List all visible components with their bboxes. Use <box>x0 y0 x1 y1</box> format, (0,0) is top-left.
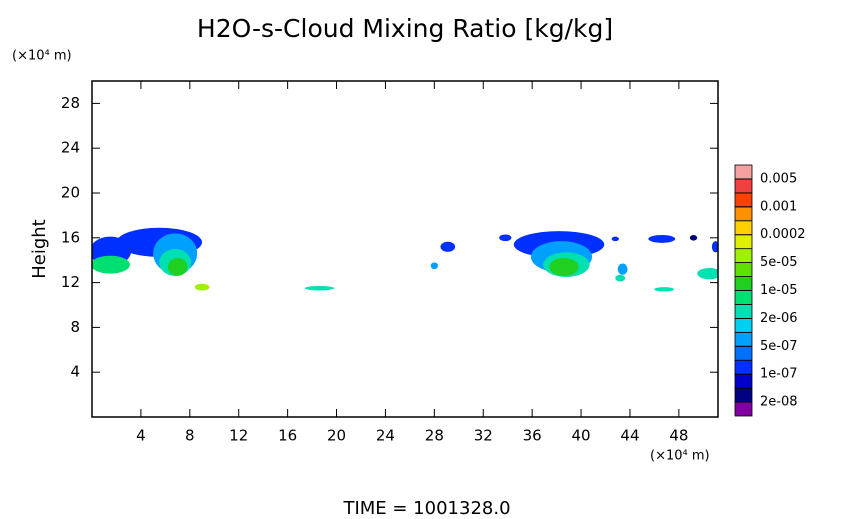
y-tick-label: 28 <box>61 94 80 112</box>
cloud-patch <box>499 234 512 242</box>
colorbar-label: 1e-05 <box>760 283 798 298</box>
cloud-patch <box>689 235 698 241</box>
cloud-patch <box>430 262 439 270</box>
colorbar-box <box>734 387 753 403</box>
colorbar-label: 5e-07 <box>760 339 798 354</box>
colorbar-box <box>734 317 753 333</box>
cloud-patch <box>648 235 676 243</box>
colorbar-box <box>734 248 753 264</box>
colorbar-box <box>734 331 753 347</box>
x-tick-label: 48 <box>669 427 688 445</box>
colorbar-box <box>734 345 753 361</box>
colorbar-label: 2e-08 <box>760 395 798 410</box>
colorbar-box <box>734 164 753 180</box>
colorbar-label: 0.005 <box>760 171 797 186</box>
colorbar-label: 0.0002 <box>760 227 806 242</box>
chart-title: H2O-s-Cloud Mixing Ratio [kg/kg] <box>197 14 613 43</box>
cloud-patch <box>617 263 628 275</box>
colorbar-box <box>734 276 753 291</box>
y-tick-label: 8 <box>70 318 80 336</box>
colorbar-label: 1e-07 <box>760 367 798 382</box>
cloud-patch <box>615 274 626 282</box>
colorbar-box <box>734 206 753 222</box>
colorbar-box <box>734 290 753 305</box>
cloud-patch <box>611 236 619 242</box>
x-tick-label: 12 <box>229 427 248 445</box>
x-tick-label: 36 <box>523 427 542 445</box>
colorbar-box <box>734 262 753 277</box>
cloud-patch <box>549 257 579 276</box>
y-tick-label: 4 <box>70 363 80 381</box>
footer: TIME = 1001328.0 <box>342 498 510 519</box>
colorbar-box <box>734 192 753 208</box>
cloud-patch <box>711 241 718 253</box>
cloud-patch <box>697 268 718 280</box>
cloud-patch <box>304 285 335 291</box>
colorbar-box <box>734 401 753 417</box>
colorbar-box <box>734 220 753 236</box>
y-unit: (×10⁴ m) <box>12 49 72 64</box>
colorbar-box <box>734 178 753 194</box>
x-tick-label: 24 <box>376 427 395 445</box>
cloud-patch <box>194 283 210 291</box>
cloud-patch <box>92 255 130 274</box>
x-tick-label: 8 <box>185 427 195 445</box>
x-tick-label: 28 <box>425 427 444 445</box>
y-axis-label: Height <box>29 219 50 279</box>
colorbar-label: 2e-06 <box>760 311 798 326</box>
y-tick-label: 16 <box>61 228 80 246</box>
y-tick-label: 20 <box>61 184 80 202</box>
colorbar-box <box>734 373 753 389</box>
colorbar-label: 0.001 <box>760 199 797 214</box>
x-tick-label: 20 <box>327 427 346 445</box>
x-tick-label: 16 <box>278 427 297 445</box>
frame <box>91 80 719 418</box>
x-tick-label: 44 <box>620 427 639 445</box>
x-tick-label: 4 <box>136 427 146 445</box>
colorbar-box <box>734 304 753 319</box>
y-tick-label: 24 <box>61 139 80 157</box>
colorbar-label: 5e-05 <box>760 255 798 270</box>
x-unit: (×10⁴ m) <box>650 449 710 464</box>
x-tick-label: 32 <box>474 427 493 445</box>
plot-area <box>92 227 718 292</box>
y-tick-label: 12 <box>61 273 80 291</box>
cloud-patch <box>654 287 674 292</box>
cloud-patch <box>167 257 188 276</box>
cloud-patch <box>440 241 456 252</box>
colorbar-box <box>734 234 753 250</box>
x-tick-label: 40 <box>572 427 591 445</box>
colorbar-box <box>734 359 753 375</box>
